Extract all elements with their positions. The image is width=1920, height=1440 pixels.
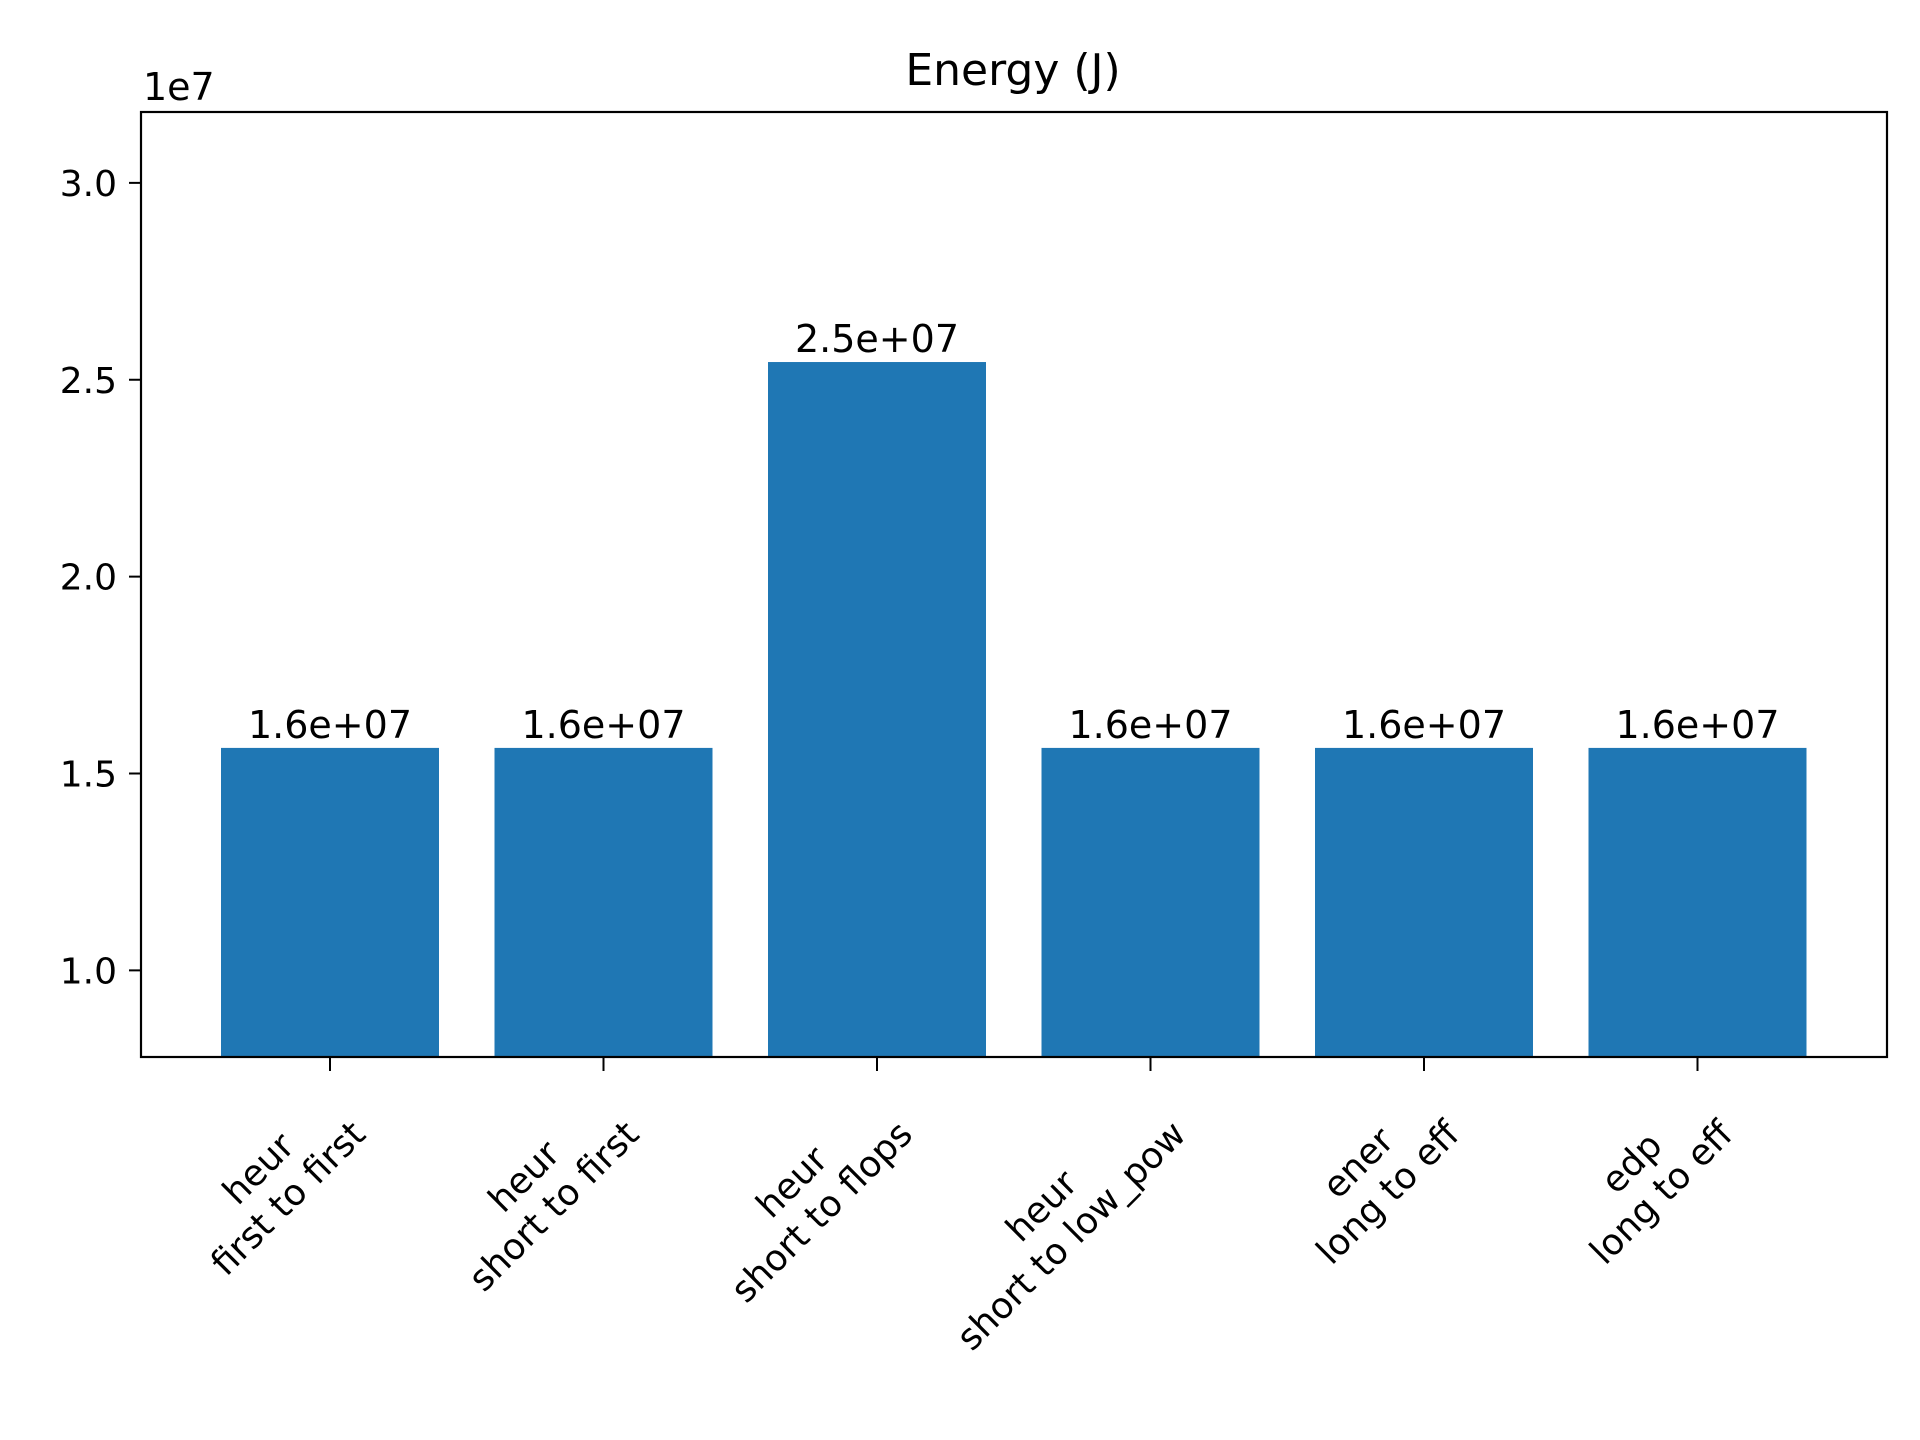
bar-5 xyxy=(1315,747,1533,1057)
y-axis-ticks: 1.0 1.5 2.0 2.5 3.0 xyxy=(60,164,141,992)
bar-4 xyxy=(1041,747,1260,1057)
plot-area-frame xyxy=(139,110,1889,1059)
bar-2 xyxy=(494,747,713,1057)
bar-value-label-4: 1.6e+07 xyxy=(1068,703,1232,747)
y-tick-label-3: 2.0 xyxy=(60,558,117,599)
bar-6 xyxy=(1588,747,1807,1057)
bar-value-label-3: 2.5e+07 xyxy=(795,317,959,361)
bar-value-label-2: 1.6e+07 xyxy=(521,703,685,747)
bar-value-label-1: 1.6e+07 xyxy=(248,703,412,747)
bars xyxy=(221,362,1807,1057)
bar-3 xyxy=(768,362,986,1057)
y-tick-label-2: 1.5 xyxy=(60,755,117,796)
bar-value-label-5: 1.6e+07 xyxy=(1342,703,1506,747)
bar-value-label-6: 1.6e+07 xyxy=(1615,703,1779,747)
y-tick-label-5: 3.0 xyxy=(60,164,117,205)
chart-title: Energy (J) xyxy=(905,45,1120,96)
y-tick-label-1: 1.0 xyxy=(60,951,117,992)
bar-1 xyxy=(221,747,439,1057)
y-tick-label-4: 2.5 xyxy=(60,361,117,402)
y-axis-multiplier: 1e7 xyxy=(143,65,215,109)
bar-labels: 1.6e+07 1.6e+07 2.5e+07 1.6e+07 1.6e+07 1.6e+… xyxy=(248,317,1780,747)
